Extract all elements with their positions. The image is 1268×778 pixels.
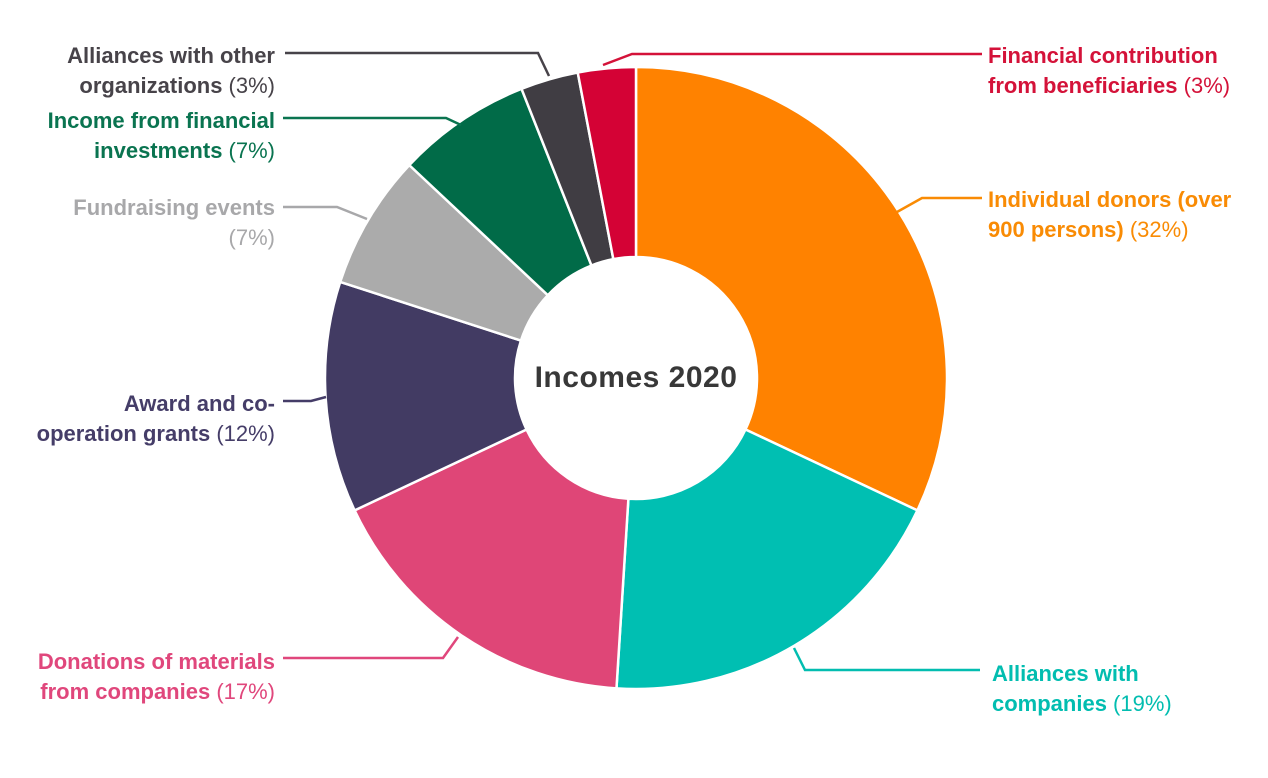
label-line: Award and co- [123, 391, 275, 416]
label-donations-materials: Donations of materials from companies (17… [38, 647, 275, 707]
slice-financial-contribution-beneficiaries[interactable] [576, 65, 638, 261]
leader-line-income-investments [283, 116, 462, 127]
leader-line-financial-contribution-beneficiaries [602, 52, 982, 67]
label-line: investments (7%) [94, 138, 275, 163]
leader-line-alliances-other-organizations [285, 51, 551, 77]
label-alliances-companies: Alliances with companies (19%) [992, 659, 1172, 719]
label-line: Donations of materials [37, 649, 275, 674]
slice-alliances-companies[interactable] [615, 428, 919, 691]
label-award-grants: Award and co-operation grants (12%) [37, 389, 275, 449]
label-line: Financial contribution [988, 43, 1218, 68]
label-line: from companies (17%) [40, 679, 275, 704]
label-line: Alliances with other [67, 43, 275, 68]
slice-individual-donors[interactable] [634, 65, 949, 512]
leader-line-individual-donors [896, 196, 982, 214]
leader-line-alliances-companies [792, 647, 980, 672]
label-alliances-other-organizations: Alliances with other organizations (3%) [67, 41, 275, 101]
label-line: Individual donors (over [988, 187, 1232, 212]
label-line: Alliances with [992, 661, 1139, 686]
slice-donations-materials[interactable] [353, 428, 630, 690]
label-line: (7%) [228, 225, 275, 250]
label-individual-donors: Individual donors (over 900 persons) (32%… [988, 185, 1231, 245]
label-line: companies (19%) [992, 691, 1172, 716]
label-fundraising-events: Fundraising events (7%) [73, 193, 275, 253]
label-financial-contribution-beneficiaries: Financial contribution from beneficiaries… [988, 41, 1230, 101]
leader-line-award-grants [283, 395, 327, 403]
label-line: Fundraising events [73, 195, 275, 220]
slice-award-grants[interactable] [323, 280, 528, 512]
label-line: 900 persons) (32%) [988, 217, 1189, 242]
chart-title: Incomes 2020 [534, 361, 738, 394]
label-income-investments: Income from financial investments (7%) [48, 106, 275, 166]
label-line: from beneficiaries (3%) [988, 73, 1231, 98]
label-line: Income from financial [47, 108, 275, 133]
label-line: organizations (3%) [79, 73, 275, 98]
label-line: operation grants (12%) [36, 421, 275, 446]
leader-line-donations-materials [283, 636, 460, 660]
leader-line-fundraising-events [283, 205, 368, 221]
